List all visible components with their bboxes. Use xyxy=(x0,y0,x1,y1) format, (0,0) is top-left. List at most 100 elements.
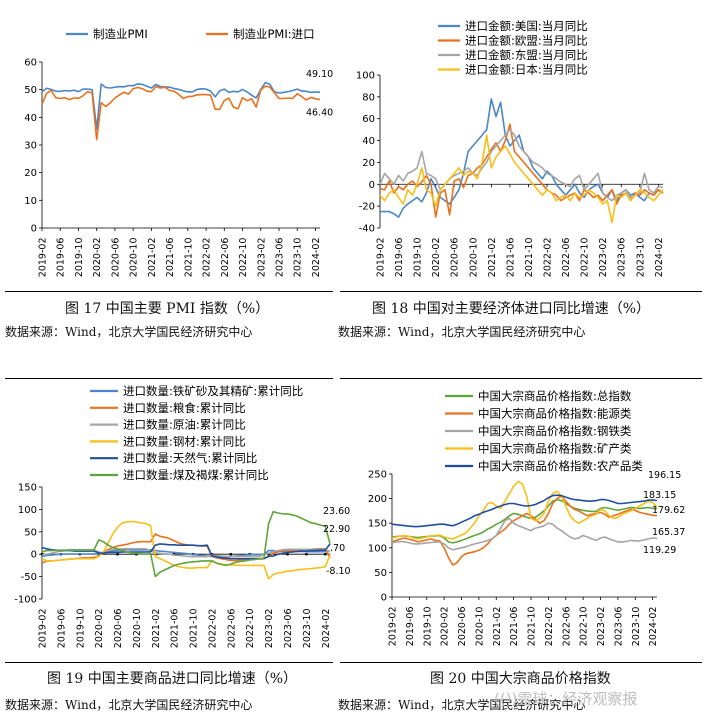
x-tick-label: 2021-10 xyxy=(527,607,538,647)
x-axis-marker xyxy=(135,553,138,556)
end-value-label: 49.10 xyxy=(306,69,333,80)
x-tick-label: 2019-02 xyxy=(38,609,49,649)
x-axis-marker xyxy=(40,553,44,556)
x-tick-label: 2019-06 xyxy=(56,609,67,649)
y-tick-label: 150 xyxy=(18,483,37,494)
legend-label-2: 进口数量:粮食:累计同比 xyxy=(123,401,246,415)
x-tick-label: 2020-10 xyxy=(132,609,143,649)
x-tick-label: 2024-02 xyxy=(311,238,322,278)
x-tick-label: 2022-02 xyxy=(202,238,213,278)
x-tick-label: 2020-02 xyxy=(431,238,442,278)
x-tick-label: 2022-10 xyxy=(238,238,249,278)
x-tick-label: 2019-10 xyxy=(74,238,85,278)
x-tick-label: 2021-10 xyxy=(524,238,535,278)
x-tick-label: 2019-02 xyxy=(38,238,49,278)
x-tick-label: 2019-10 xyxy=(75,609,86,649)
series-line-3 xyxy=(379,128,664,202)
x-tick-label: 2023-02 xyxy=(256,238,267,278)
y-tick-label: 20 xyxy=(362,158,375,169)
x-axis-marker xyxy=(286,553,289,556)
divider-bottom-right xyxy=(340,662,702,663)
x-tick-label: 2020-02 xyxy=(94,609,105,649)
caption-chart-20: 图 20 中国大宗商品价格指数 xyxy=(430,671,611,687)
legend-label-1: 进口数量:铁矿砂及其精矿:累计同比 xyxy=(123,384,303,398)
series-line-4 xyxy=(379,134,664,224)
x-tick-label: 2023-06 xyxy=(283,609,294,649)
x-tick-label: 2021-06 xyxy=(170,609,181,649)
x-axis-marker xyxy=(305,553,308,556)
legend-label-1: 进口金额:美国:当月同比 xyxy=(465,19,588,33)
end-value-label: 46.40 xyxy=(306,108,333,119)
x-tick-label: 2023-06 xyxy=(613,607,624,647)
x-tick-label: 2023-06 xyxy=(617,238,628,278)
x-tick-label: 2019-10 xyxy=(413,238,424,278)
x-tick-label: 2023-10 xyxy=(293,238,304,278)
x-tick-label: 2022-06 xyxy=(561,607,572,647)
end-value-label: 196.15 xyxy=(648,470,681,481)
y-tick-label: 60 xyxy=(362,114,375,125)
x-tick-label: 2023-02 xyxy=(596,607,607,647)
x-tick-label: 2022-06 xyxy=(226,609,237,649)
x-tick-label: 2020-06 xyxy=(450,238,461,278)
series-line-6 xyxy=(41,510,331,578)
series-line-4 xyxy=(391,480,658,540)
x-tick-label: 2023-06 xyxy=(274,238,285,278)
legend-label-4: 进口金额:日本:当月同比 xyxy=(465,63,588,77)
series-line-2 xyxy=(391,495,658,566)
y-tick-label: 0 xyxy=(31,224,37,235)
x-tick-label: 2022-10 xyxy=(580,238,591,278)
x-axis-marker xyxy=(324,553,327,556)
legend-label-1: 制造业PMI xyxy=(93,27,148,41)
chart-svg-import-commodities: -100 -50 0 50 100 150 2019-02 2019-06 2019-10 202… xyxy=(14,384,351,649)
chart-panel-commodity-price-index: 0 50 100 150 200 250 2019-02 2019-06 2019-10 2020… xyxy=(350,379,705,663)
series-line-3 xyxy=(391,517,658,551)
x-tick-label: 2019-02 xyxy=(388,607,399,647)
y-tick-label: 50 xyxy=(24,527,37,538)
end-value-label: 183.15 xyxy=(643,490,676,501)
source-chart-20: 数据来源：Wind，北京大学国民经济研究中心 xyxy=(338,698,586,712)
x-tick-label: 2021-06 xyxy=(509,607,520,647)
end-value-label: .70 xyxy=(330,543,345,554)
x-tick-label: 2022-06 xyxy=(220,238,231,278)
chart-panel-import-economies: -40 -20 0 20 40 60 80 100 2019-02 2019-06 2019-10 2… xyxy=(350,0,705,292)
y-tick-label: 200 xyxy=(368,494,387,505)
y-tick-label: 50 xyxy=(374,568,387,579)
x-tick-label: 2020-06 xyxy=(113,609,124,649)
legend-label-2: 进口金额:欧盟:当月同比 xyxy=(465,34,588,48)
y-tick-label: 0 xyxy=(369,180,375,191)
x-tick-label: 2022-02 xyxy=(207,609,218,649)
y-tick-label: 80 xyxy=(362,92,375,103)
series-line-5 xyxy=(41,543,331,560)
watermark: (())雪球：经济观察报 xyxy=(494,690,638,708)
y-tick-label: 100 xyxy=(356,71,375,82)
x-tick-label: 2024-02 xyxy=(654,238,665,278)
x-tick-label: 2022-06 xyxy=(561,238,572,278)
source-chart-19: 数据来源：Wind，北京大学国民经济研究中心 xyxy=(5,698,253,712)
series-line-4 xyxy=(41,520,331,580)
chart-svg-import-economies: -40 -20 0 20 40 60 80 100 2019-02 2019-06 2019-10 2… xyxy=(356,19,665,278)
x-tick-label: 2021-02 xyxy=(151,609,162,649)
divider-bottom-left xyxy=(5,662,333,663)
x-tick-label: 2024-02 xyxy=(321,609,332,649)
x-tick-label: 2022-02 xyxy=(543,238,554,278)
series-line-2 xyxy=(41,85,321,141)
divider-mid-left xyxy=(5,378,333,379)
chart-panel-import-commodities: -100 -50 0 50 100 150 2019-02 2019-06 2019-10 202… xyxy=(0,379,350,663)
x-tick-label: 2022-10 xyxy=(245,609,256,649)
x-tick-label: 2021-10 xyxy=(183,238,194,278)
x-tick-label: 2023-10 xyxy=(302,609,313,649)
divider-mid-right xyxy=(340,378,702,379)
y-tick-label: -100 xyxy=(14,595,37,606)
end-value-label: -8.10 xyxy=(326,566,351,577)
x-tick-label: 2020-06 xyxy=(457,607,468,647)
x-tick-label: 2021-02 xyxy=(147,238,158,278)
legend-label-4: 进口数量:钢材:累计同比 xyxy=(123,434,246,448)
legend-label-2: 中国大宗商品价格指数:能源类 xyxy=(478,407,632,421)
x-tick-label: 2023-10 xyxy=(631,607,642,647)
source-chart-17: 数据来源：Wind，北京大学国民经济研究中心 xyxy=(5,325,253,339)
x-tick-label: 2023-02 xyxy=(598,238,609,278)
y-tick-label: 100 xyxy=(368,543,387,554)
x-tick-label: 2020-06 xyxy=(110,238,121,278)
x-tick-label: 2020-10 xyxy=(474,607,485,647)
divider-top-left xyxy=(5,291,333,292)
